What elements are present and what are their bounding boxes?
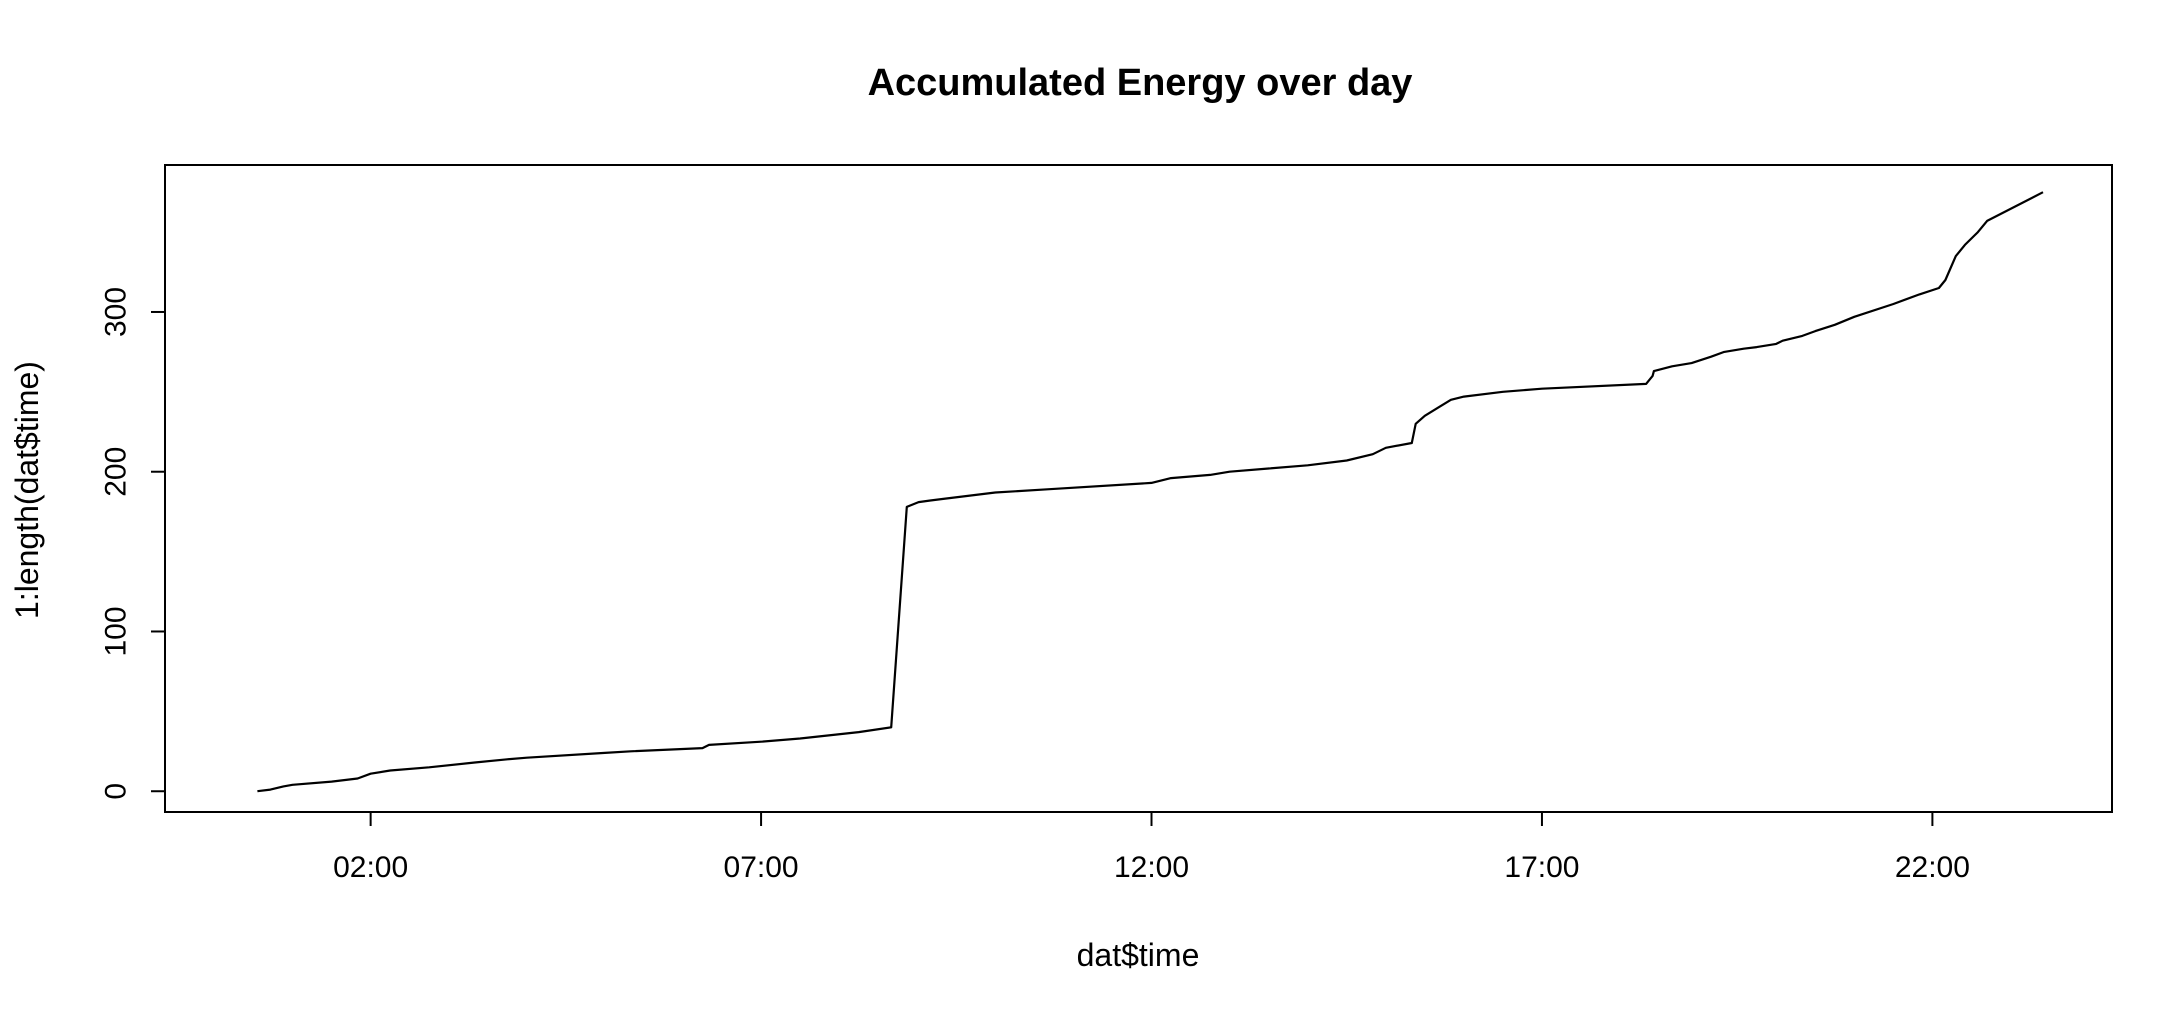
- y-axis: 0 100 200 300: [100, 287, 165, 800]
- y-tick-label: 100: [100, 606, 133, 656]
- x-tick-label: 22:00: [1895, 851, 1970, 884]
- x-tick-label: 17:00: [1504, 851, 1579, 884]
- x-tick-label: 02:00: [333, 851, 408, 884]
- chart-title: Accumulated Energy over day: [868, 62, 1413, 104]
- y-tick-label: 300: [100, 287, 133, 337]
- x-tick-label: 12:00: [1114, 851, 1189, 884]
- y-tick-label: 200: [100, 447, 133, 497]
- y-axis-label: 1:length(dat$time): [9, 361, 45, 619]
- x-axis-label: dat$time: [1077, 937, 1200, 973]
- series-line: [257, 191, 2044, 793]
- plot-frame: [164, 164, 2113, 813]
- y-tick-label: 0: [100, 783, 133, 800]
- x-tick-label: 07:00: [724, 851, 799, 884]
- x-axis: 02:00 07:00 12:00 17:00 22:00: [333, 812, 1970, 884]
